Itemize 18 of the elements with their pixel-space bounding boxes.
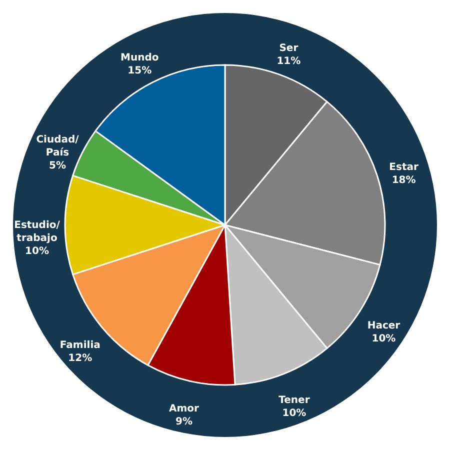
data-label: 10% [372, 334, 396, 345]
slice-label: Mundo [120, 52, 159, 64]
slice-label: Ser [279, 43, 298, 54]
data-label: 10% [282, 408, 306, 419]
data-label: 10% [25, 246, 49, 257]
slice-label: Estudio/trabajo [14, 220, 60, 244]
slice-label: Estar [389, 162, 418, 173]
data-label: 5% [49, 160, 66, 172]
data-label: 11% [276, 56, 301, 68]
slice-label: Familia [60, 340, 100, 351]
data-label: 12% [68, 352, 92, 364]
slice-label: Tener [278, 394, 310, 406]
data-label: 18% [392, 174, 416, 186]
data-label: 9% [175, 416, 192, 428]
slice-label: Ciudad/País [36, 134, 80, 159]
slice-label: Amor [169, 403, 200, 414]
data-label: 15% [128, 65, 152, 76]
slice-label: Hacer [367, 320, 400, 332]
